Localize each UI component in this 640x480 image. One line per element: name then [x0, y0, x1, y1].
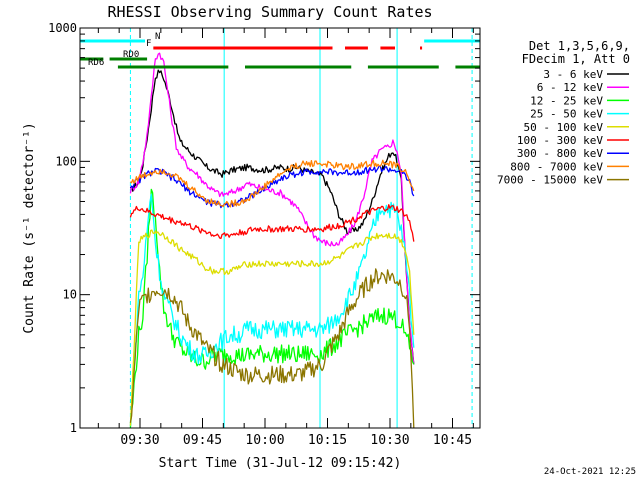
y-tick-label: 100: [55, 154, 77, 168]
x-tick-label: 09:45: [183, 433, 222, 448]
series-line-9: [129, 268, 415, 429]
series-line-3: [129, 188, 415, 429]
series-line-1: [129, 69, 415, 365]
legend-header-line-1: Det 1,3,5,6,9,: [529, 39, 630, 53]
rd6-bar-label: RD6: [88, 58, 104, 68]
legend-header-line-2: FDecim 1, Att 0: [522, 52, 630, 66]
rd0-bar-label: RD0: [123, 50, 139, 60]
x-tick-label: 10:15: [308, 433, 347, 448]
legend-label: 800 - 7000 keV: [510, 160, 603, 173]
legend: Det 1,3,5,6,9, FDecim 1, Att 0 3 - 6 keV…: [497, 39, 630, 187]
y-tick-label: 10: [63, 288, 77, 302]
series-line-8: [129, 159, 415, 208]
x-axis: 09:30 09:45 10:00 10:15 10:30 10:45: [97, 28, 474, 448]
y-tick-label: 1000: [48, 21, 77, 35]
x-tick-label: 10:00: [245, 433, 284, 448]
series-line-5: [129, 229, 415, 426]
x-tick-label: 09:30: [120, 433, 159, 448]
y-tick-label: 1: [70, 421, 77, 435]
legend-label: 7000 - 15000 keV: [497, 174, 603, 187]
plot-frame: [79, 27, 481, 429]
legend-label: 100 - 300 keV: [517, 134, 603, 147]
flare-bar-label: F: [146, 39, 151, 49]
x-axis-label: Start Time (31-Jul-12 09:15:42): [159, 456, 402, 471]
legend-label: 3 - 6 keV: [543, 68, 603, 81]
night-bar-label: N: [155, 32, 160, 42]
series-line-6: [129, 204, 415, 242]
legend-label: 300 - 800 keV: [517, 147, 603, 160]
y-axis: 1 10 100 1000: [48, 21, 480, 435]
series-line-4: [129, 193, 415, 427]
legend-label: 50 - 100 keV: [524, 121, 604, 134]
x-tick-label: 10:45: [433, 433, 472, 448]
x-tick-label: 10:30: [370, 433, 409, 448]
legend-label: 12 - 25 keV: [530, 94, 603, 107]
y-axis-label: Count Rate (s⁻¹ detector⁻¹): [22, 122, 37, 333]
legend-label: 6 - 12 keV: [537, 81, 604, 94]
plot-area: NF RD0 RD6: [79, 28, 480, 429]
series-line-2: [129, 52, 415, 365]
series-line-7: [129, 165, 415, 209]
footer-timestamp: 24-Oct-2021 12:25: [544, 467, 636, 477]
chart-title: RHESSI Observing Summary Count Rates: [107, 3, 432, 21]
legend-label: 25 - 50 keV: [530, 108, 603, 121]
